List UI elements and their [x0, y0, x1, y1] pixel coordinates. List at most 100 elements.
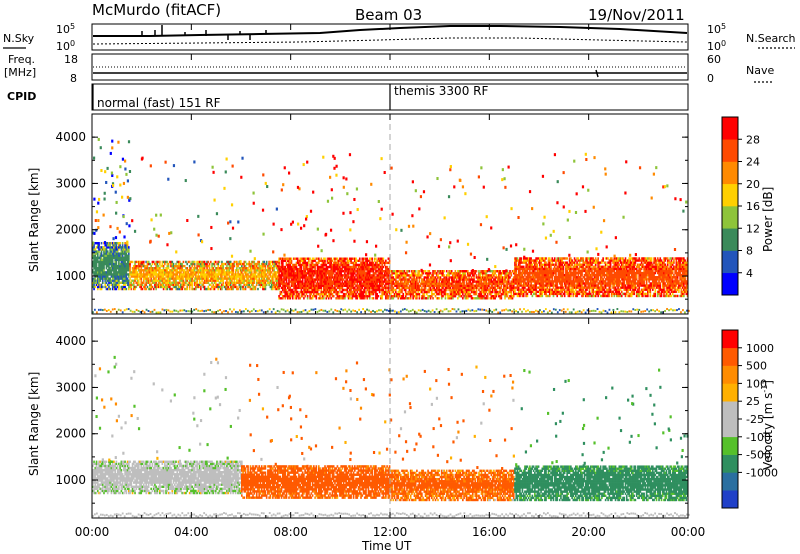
data-cell	[342, 211, 345, 215]
data-cell	[368, 290, 371, 294]
data-cell	[147, 260, 150, 264]
data-cell	[275, 273, 278, 276]
data-cell	[360, 290, 362, 294]
data-cell	[173, 273, 176, 276]
data-cell	[151, 267, 154, 270]
data-cell	[111, 254, 114, 257]
data-cell	[128, 256, 130, 259]
data-cell	[168, 277, 171, 280]
data-cell	[304, 267, 306, 271]
data-cell	[311, 284, 314, 287]
data-cell	[365, 261, 367, 265]
data-cell	[131, 273, 134, 276]
data-cell	[295, 263, 298, 267]
data-cell	[168, 271, 171, 274]
data-cell	[327, 280, 330, 283]
data-cell	[308, 280, 310, 283]
data-cell	[123, 264, 125, 268]
data-cell	[314, 263, 316, 267]
data-cell	[196, 269, 198, 272]
data-cell	[176, 287, 179, 291]
data-cell	[264, 275, 267, 278]
data-cell	[341, 286, 344, 290]
data-cell	[164, 260, 166, 264]
data-cell	[449, 286, 452, 290]
data-cell	[353, 290, 356, 294]
data-cell	[104, 277, 107, 280]
data-cell	[293, 274, 295, 277]
data-cell	[92, 264, 94, 268]
data-cell	[356, 267, 359, 271]
data-cell	[247, 269, 249, 272]
data-cell	[115, 271, 118, 274]
data-cell	[341, 297, 344, 300]
data-cell	[196, 283, 198, 287]
data-cell	[200, 275, 202, 278]
data-cell	[321, 297, 324, 300]
data-cell	[360, 297, 362, 300]
data-cell	[209, 283, 212, 287]
data-cell	[150, 267, 152, 270]
data-cell	[184, 179, 187, 183]
data-cell	[300, 284, 303, 287]
data-cell	[93, 231, 96, 235]
data-cell	[190, 269, 192, 272]
data-cell	[284, 265, 287, 269]
data-cell	[351, 278, 354, 281]
data-cell	[249, 275, 252, 278]
data-cell	[186, 277, 189, 280]
data-cell	[121, 277, 124, 280]
data-cell	[95, 273, 98, 276]
data-cell	[145, 260, 148, 264]
data-cell	[382, 259, 385, 262]
data-cell	[191, 287, 193, 291]
data-cell	[377, 284, 380, 287]
data-cell	[109, 254, 112, 257]
data-cell	[217, 262, 220, 266]
data-cell	[99, 271, 102, 274]
data-cell	[139, 264, 141, 268]
data-cell	[167, 262, 170, 266]
data-cell	[368, 274, 371, 277]
data-cell	[340, 290, 342, 294]
data-cell	[154, 279, 156, 282]
data-cell	[303, 288, 305, 292]
data-cell	[368, 272, 371, 275]
data-cell	[280, 286, 283, 290]
data-cell	[176, 269, 179, 272]
data-cell	[157, 267, 160, 270]
data-cell	[398, 292, 401, 296]
data-cell	[342, 288, 345, 292]
data-cell	[335, 290, 338, 294]
data-cell	[297, 222, 300, 226]
data-cell	[105, 267, 108, 270]
data-cell	[324, 232, 328, 236]
data-cell	[494, 272, 496, 275]
data-cell	[361, 295, 364, 298]
data-cell	[260, 269, 263, 272]
data-cell	[514, 290, 516, 294]
data-cell	[217, 279, 220, 282]
noise-tick-bottom: 100	[56, 39, 75, 53]
data-cell	[280, 261, 283, 265]
data-cell	[203, 264, 206, 268]
data-cell	[290, 272, 293, 275]
data-cell	[337, 295, 340, 298]
data-cell	[119, 264, 121, 268]
data-cell	[93, 244, 95, 247]
data-cell	[96, 250, 99, 253]
data-cell	[300, 272, 303, 275]
data-cell	[298, 295, 300, 298]
data-cell	[280, 282, 283, 285]
data-cell	[252, 201, 255, 205]
data-cell	[255, 279, 258, 282]
data-cell	[522, 276, 525, 279]
freq-panel: Freq. [MHz] 18 8 60 0 Nave	[4, 53, 774, 85]
data-cell	[92, 241, 95, 245]
data-cell	[317, 270, 320, 273]
data-cell	[314, 295, 316, 298]
data-cell	[108, 254, 110, 257]
data-cell	[124, 258, 126, 262]
data-cell	[124, 254, 126, 257]
data-cell	[326, 270, 329, 273]
